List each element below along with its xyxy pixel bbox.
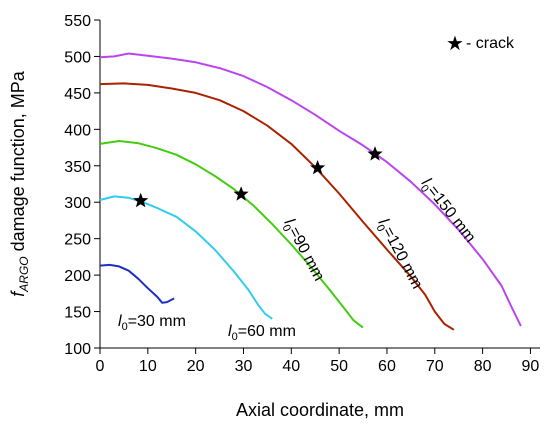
plot-frame-group: [99, 20, 540, 349]
y-tick-label: 200: [64, 268, 91, 285]
crack-star-icon: [133, 192, 149, 208]
y-tick-label: 250: [64, 232, 91, 249]
y-tick-label: 550: [64, 13, 91, 30]
y-axis-title-rest: damage function, MPa: [8, 70, 28, 256]
y-tick-label: 150: [64, 305, 91, 322]
crack-star-icon: [367, 146, 383, 161]
x-tick-label: 0: [96, 358, 105, 375]
y-axis-title-subscript: ARGO: [17, 256, 31, 292]
y-tick-label: 350: [64, 159, 91, 176]
curve-label-prefix: l: [374, 216, 391, 228]
y-tick-group: 100 150 200 250 300 350 400 450 500 550: [64, 13, 100, 358]
curve-label-prefix: l: [228, 323, 232, 340]
curve-label-prefix: l: [280, 216, 297, 228]
y-tick-label: 450: [64, 86, 91, 103]
series-line-0: [99, 263, 175, 304]
curve-label-1: l0=60 mm: [228, 323, 296, 343]
legend-star-icon: ★: [446, 33, 464, 55]
x-tick-label: 60: [378, 358, 396, 375]
curve-label-subscript: 0: [122, 321, 128, 333]
y-tick-label: 400: [64, 122, 91, 139]
curve-label-rest: =120 mm: [379, 224, 426, 291]
x-tick-label: 70: [426, 358, 444, 375]
x-tick-label: 80: [474, 358, 492, 375]
crack-star-icon: [310, 160, 326, 175]
curve-label-4: l0=150 mm: [415, 175, 478, 248]
series-line-3: [99, 82, 455, 331]
x-tick-label: 30: [235, 358, 253, 375]
x-tick-label: 20: [187, 358, 205, 375]
curve-label-2: l0=90 mm: [278, 216, 328, 285]
curve-label-subscript: 0: [279, 223, 292, 234]
series-lines-group: [99, 52, 522, 331]
curve-label-0: l0=30 mm: [118, 313, 186, 333]
y-axis-title: fARGO damage function, MPa: [8, 70, 31, 296]
crack-markers-group: [133, 146, 383, 208]
y-axis-title-prefix: f: [8, 290, 28, 297]
y-tick-label: 500: [64, 49, 91, 66]
series-line-1: [99, 195, 273, 320]
y-tick-label: 100: [64, 341, 91, 358]
y-tick-label: 300: [64, 195, 91, 212]
series-line-4: [99, 52, 522, 327]
x-tick-label: 40: [282, 358, 300, 375]
crack-star-icon: [233, 186, 249, 201]
curve-label-rest: =60 mm: [238, 323, 296, 340]
curve-label-rest: =90 mm: [285, 224, 327, 283]
x-tick-group: 0 10 20 30 40 50 60 70 80 90: [96, 348, 540, 375]
x-tick-label: 10: [139, 358, 157, 375]
curve-label-subscript: 0: [373, 223, 386, 234]
curve-label-rest: =30 mm: [128, 313, 186, 330]
x-tick-label: 50: [330, 358, 348, 375]
legend-label: - crack: [466, 35, 515, 52]
curve-label-rest: =150 mm: [424, 183, 479, 246]
legend: ★ - crack: [446, 33, 515, 55]
x-axis-title: Axial coordinate, mm: [236, 400, 404, 420]
curve-label-subscript: 0: [232, 331, 238, 343]
series-line-2: [99, 140, 364, 329]
x-tick-label: 90: [522, 358, 540, 375]
curve-label-3: l0=120 mm: [372, 216, 426, 293]
curve-label-prefix: l: [118, 313, 122, 330]
